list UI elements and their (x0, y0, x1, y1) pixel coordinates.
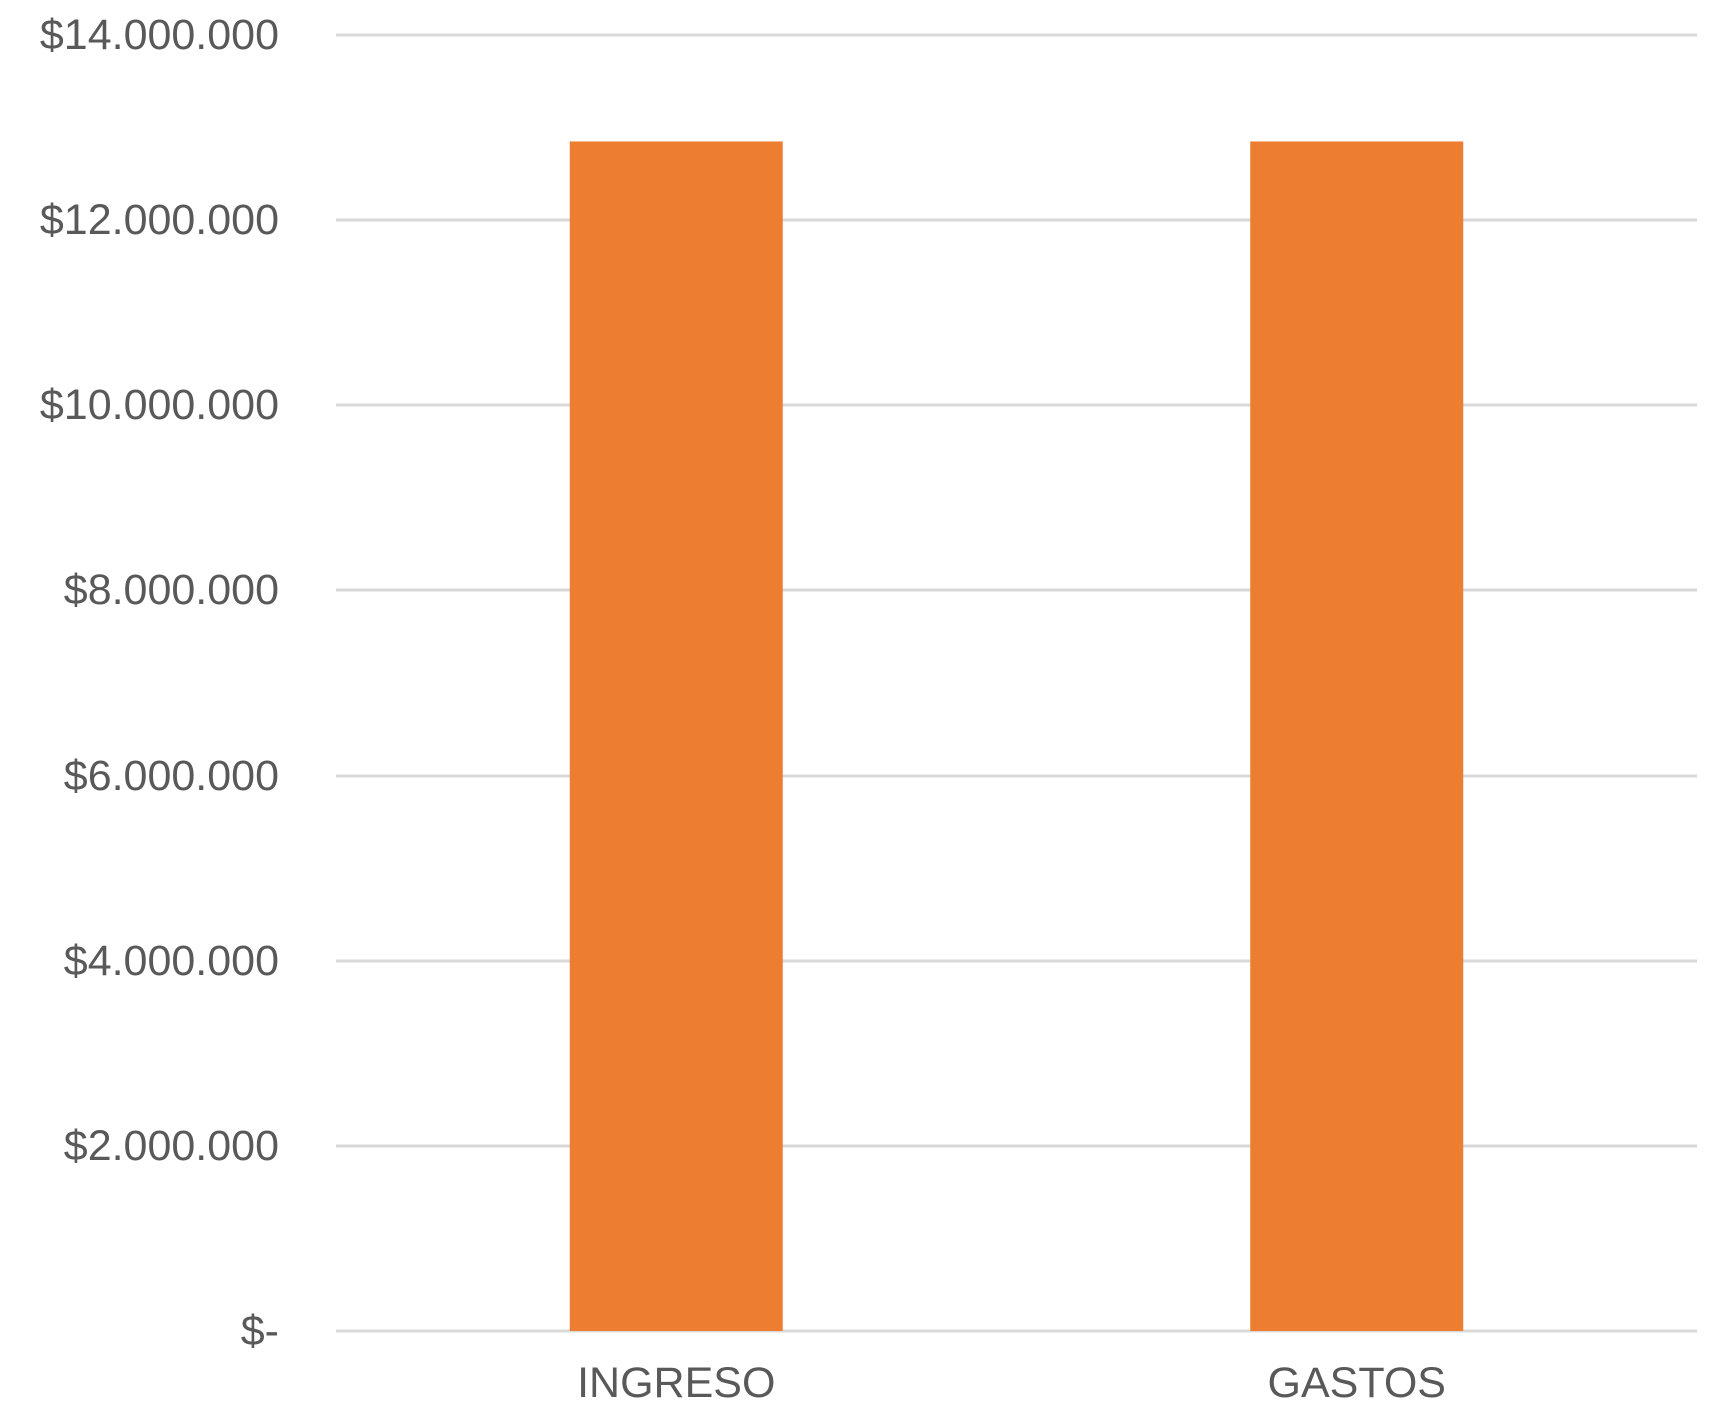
gridlines (336, 33, 1697, 1333)
bar-ingreso (569, 141, 783, 1331)
x-category-label: INGRESO (577, 1359, 775, 1407)
y-tick-label: $6.000.000 (64, 752, 279, 800)
y-tick-label: $4.000.000 (64, 937, 279, 985)
y-axis-tick-labels: $- $2.000.000 $4.000.000 $6.000.000 $8.000.0… (40, 11, 279, 1355)
y-tick-label: $10.000.000 (40, 381, 279, 429)
y-tick-label: $12.000.000 (40, 196, 279, 244)
x-category-label: GASTOS (1268, 1359, 1446, 1407)
x-axis-category-labels: INGRESO GASTOS (577, 1359, 1446, 1407)
bars (569, 141, 1464, 1331)
y-tick-label: $2.000.000 (64, 1122, 279, 1170)
y-tick-label: $- (241, 1307, 279, 1355)
bar-gastos (1250, 141, 1464, 1331)
y-tick-label: $14.000.000 (40, 11, 279, 59)
y-tick-label: $8.000.000 (64, 566, 279, 614)
